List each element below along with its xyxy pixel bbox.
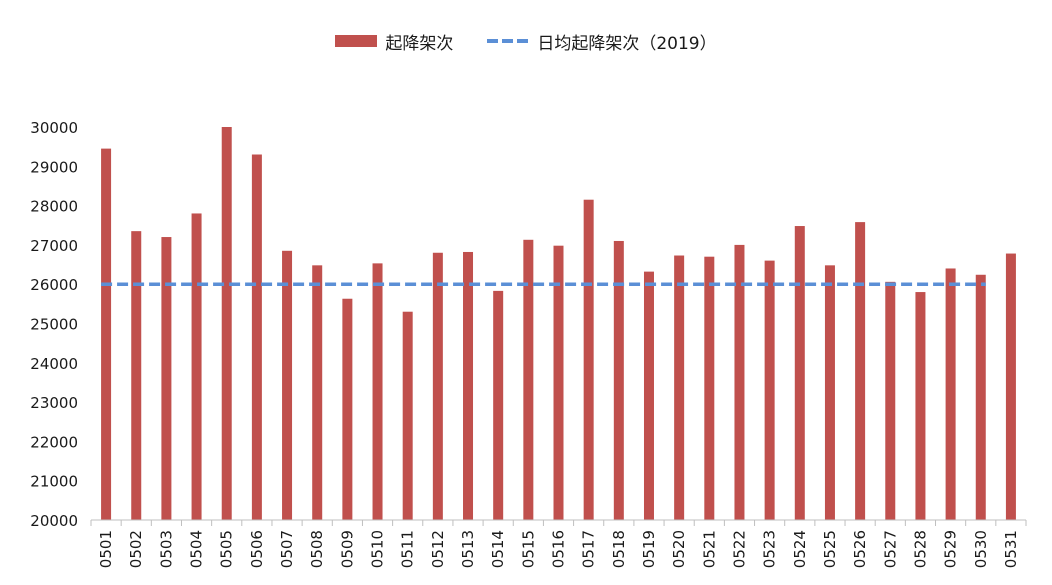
x-tick-label: 0528: [911, 530, 929, 568]
bar-0529: [945, 268, 956, 520]
legend-label-line: 日均起降架次（2019）: [537, 33, 717, 54]
bar-0515: [523, 239, 534, 520]
x-tick-label: 0531: [1002, 530, 1020, 568]
x-tick-label: 0501: [97, 530, 115, 568]
x-ticks: [90, 520, 1027, 526]
bar-0505: [221, 127, 232, 520]
bar-0504: [191, 213, 202, 520]
bar-0511: [402, 311, 413, 520]
y-tick-label: 24000: [30, 355, 78, 373]
bar-0531: [1005, 253, 1016, 520]
x-tick-label: 0510: [369, 530, 387, 568]
y-tick-label: 29000: [30, 158, 78, 176]
x-tick-label: 0517: [580, 530, 598, 568]
bar-0525: [824, 265, 835, 520]
x-tick-label: 0513: [459, 530, 477, 568]
bar-0512: [432, 252, 443, 520]
legend: 起降架次 日均起降架次（2019）: [0, 28, 1052, 54]
x-tick-label: 0503: [157, 530, 175, 568]
x-tick-label: 0525: [821, 530, 839, 568]
x-tick-label: 0529: [942, 530, 960, 568]
bar-0521: [704, 256, 715, 520]
x-tick-label: 0519: [640, 530, 658, 568]
bar-0524: [794, 226, 805, 520]
bar-0518: [613, 240, 624, 520]
bar-0526: [855, 222, 866, 520]
x-tick-label: 0511: [399, 530, 417, 568]
y-axis-labels: 20000 21000 22000 23000 24000 25000 26000 27000…: [30, 119, 78, 530]
x-tick-label: 0514: [489, 530, 507, 568]
legend-swatch-bar: [335, 35, 378, 47]
x-tick-label: 0507: [278, 530, 296, 568]
x-tick-label: 0502: [127, 530, 145, 568]
bar-0523: [764, 260, 775, 520]
x-tick-label: 0508: [308, 530, 326, 568]
x-tick-label: 0530: [972, 530, 990, 568]
legend-item-bars: 起降架次: [335, 29, 453, 54]
bar-0508: [312, 265, 323, 520]
bar-0520: [674, 255, 685, 521]
bar-0509: [342, 298, 353, 520]
x-tick-label: 0512: [429, 530, 447, 568]
bar-0514: [493, 290, 504, 520]
bar-0516: [553, 245, 564, 520]
bar-0519: [643, 271, 654, 520]
x-tick-label: 0516: [550, 530, 568, 568]
x-tick-label: 0522: [730, 530, 748, 568]
y-tick-label: 30000: [30, 119, 78, 137]
y-tick-label: 22000: [30, 433, 78, 451]
x-tick-label: 0509: [338, 530, 356, 568]
bars: [101, 127, 1016, 521]
x-tick-label: 0526: [851, 530, 869, 568]
x-tick-label: 0520: [670, 530, 688, 568]
x-tick-label: 0518: [610, 530, 628, 568]
bar-0530: [975, 274, 986, 520]
y-tick-label: 26000: [30, 276, 78, 294]
x-tick-label: 0524: [791, 530, 809, 568]
bar-0510: [372, 263, 383, 520]
x-tick-label: 0505: [218, 530, 236, 568]
bar-0513: [463, 251, 474, 520]
x-tick-label: 0506: [248, 530, 266, 568]
y-tick-label: 21000: [30, 473, 78, 491]
y-tick-label: 25000: [30, 316, 78, 334]
y-tick-label: 20000: [30, 512, 78, 530]
y-tick-label: 23000: [30, 394, 78, 412]
x-tick-label: 0521: [700, 530, 718, 568]
bar-0503: [161, 237, 172, 521]
bar-0522: [734, 244, 745, 520]
x-tick-label: 0515: [519, 530, 537, 568]
bar-0502: [131, 231, 142, 520]
legend-swatch-line: [487, 39, 530, 43]
bar-0517: [583, 199, 594, 520]
bar-0506: [251, 154, 262, 520]
bar-0528: [915, 292, 926, 520]
y-tick-label: 27000: [30, 237, 78, 255]
bar-0507: [282, 250, 293, 521]
legend-item-line: 日均起降架次（2019）: [487, 29, 717, 54]
bar-0527: [885, 281, 896, 520]
y-tick-label: 28000: [30, 198, 78, 216]
x-tick-label: 0523: [761, 530, 779, 568]
x-tick-label: 0504: [188, 530, 206, 568]
x-axis-labels: 0501 0502 0503 0504 0505 0506 0507 0508 0509 0510…: [97, 530, 1020, 568]
legend-label-bars: 起降架次: [385, 33, 454, 54]
bar-0501: [101, 148, 112, 521]
x-tick-label: 0527: [881, 530, 899, 568]
